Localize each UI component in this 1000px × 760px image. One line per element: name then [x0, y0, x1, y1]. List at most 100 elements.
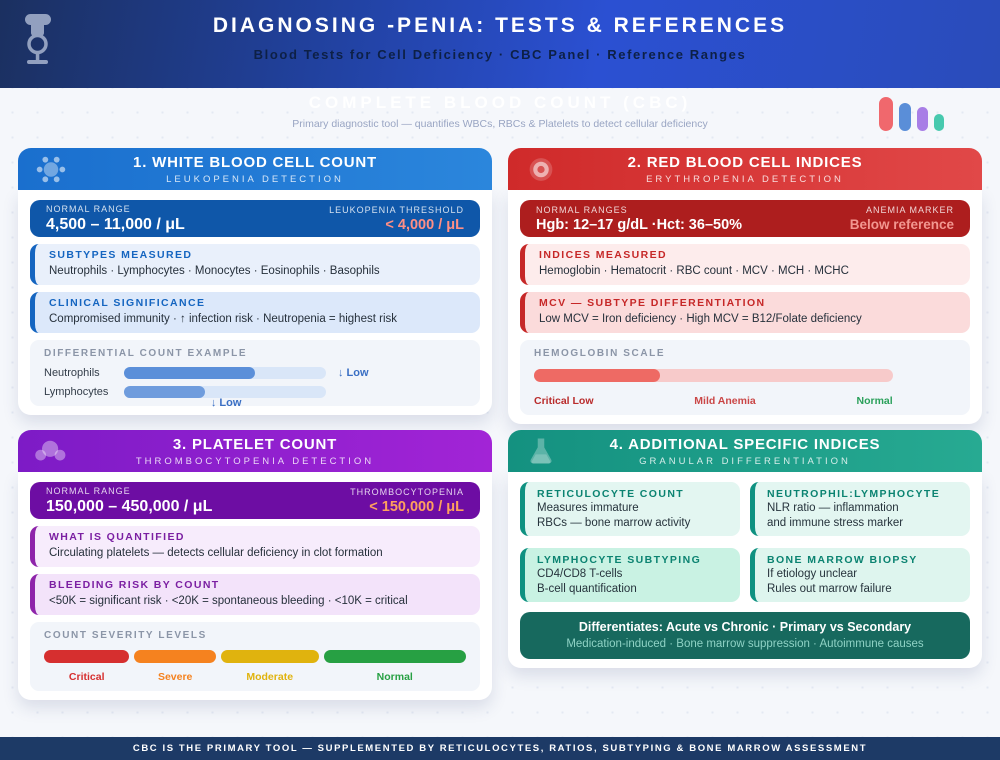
- normal-range: NORMAL RANGE 150,000 – 450,000 / μL: [46, 486, 212, 516]
- summary-line-2: Medication-induced · Bone marrow suppres…: [566, 638, 924, 650]
- range-label: NORMAL RANGE: [46, 203, 131, 214]
- segment-critical: [44, 650, 130, 663]
- info-box-nlr: NEUTROPHIL:LYMPHOCYTE NLR ratio — inflam…: [750, 482, 970, 536]
- card-rbc-header: 2. RED BLOOD CELL INDICES ERYTHROPENIA D…: [508, 148, 982, 190]
- segment-severe: [134, 650, 216, 663]
- card-platelets-header: 3. PLATELET COUNT THROMBOCYTOPENIA DETEC…: [18, 430, 492, 472]
- range-label: NORMAL RANGES: [536, 204, 628, 215]
- info-box-text: Circulating platelets — detects cellular…: [49, 547, 383, 559]
- info-box-bone-marrow: BONE MARROW BIOPSY If etiology unclear R…: [750, 548, 970, 602]
- intro-title: COMPLETE BLOOD COUNT (CBC): [308, 93, 692, 112]
- info-box-text: Measures immature: [537, 502, 639, 514]
- info-box-heading: MCV — SUBTYPE DIFFERENTIATION: [539, 297, 766, 309]
- info-box-text: Rules out marrow failure: [767, 582, 892, 595]
- range-label: NORMAL RANGE: [46, 485, 131, 496]
- page-title: DIAGNOSING -PENIA: TESTS & REFERENCES: [212, 14, 788, 37]
- card-subtitle: THROMBOCYTOPENIA DETECTION: [135, 455, 375, 467]
- severity-label: Critical: [68, 671, 105, 683]
- page-subtitle: Blood Tests for Cell Deficiency · CBC Pa…: [253, 47, 747, 62]
- info-box-heading: LYMPHOCYTE SUBTYPING: [537, 554, 702, 566]
- card-wbc-header: 1. WHITE BLOOD CELL COUNT LEUKOPENIA DET…: [18, 148, 492, 190]
- anemia-marker: ANEMIA MARKER Below reference: [850, 205, 954, 232]
- card-platelets-body: NORMAL RANGE 150,000 – 450,000 / μL THRO…: [18, 472, 492, 700]
- threshold-label: THROMBOCYTOPENIA: [350, 486, 464, 497]
- range-value: 150,000 – 450,000 / μL: [46, 497, 213, 515]
- scale-label-mild: Mild Anemia: [694, 395, 756, 407]
- info-box-text: Neutrophils · Lymphocytes · Monocytes · …: [49, 265, 380, 277]
- severity-label: Severe: [157, 671, 193, 683]
- low-indicator: ↓ Low: [210, 397, 242, 409]
- red-blood-cell-icon: [529, 158, 553, 181]
- chart-bar: [934, 114, 944, 131]
- segment-normal: [323, 650, 466, 663]
- card-subtitle: ERYTHROPENIA DETECTION: [646, 173, 844, 185]
- header-banner: DIAGNOSING -PENIA: TESTS & REFERENCES Bl…: [0, 0, 1000, 88]
- card-title: 1. WHITE BLOOD CELL COUNT: [133, 153, 377, 171]
- card-subtitle: GRANULAR DIFFERENTIATION: [639, 455, 851, 467]
- info-box-heading: BONE MARROW BIOPSY: [767, 554, 918, 566]
- info-box-heading: CLINICAL SIGNIFICANCE: [49, 297, 206, 309]
- info-box-clinical: CLINICAL SIGNIFICANCE Compromised immuni…: [30, 292, 480, 333]
- example-heading: HEMOGLOBIN SCALE: [534, 348, 666, 359]
- card-rbc-body: NORMAL RANGES Hgb: 12–17 g/dL ·Hct: 36–5…: [508, 190, 982, 424]
- info-box-heading: NEUTROPHIL:LYMPHOCYTE: [767, 488, 941, 500]
- count-severity-levels: COUNT SEVERITY LEVELS Critical Severe Mo…: [30, 622, 480, 691]
- range-value: Hgb: 12–17 g/dL ·Hct: 36–50%: [536, 216, 743, 233]
- info-box-bleeding-risk: BLEEDING RISK BY COUNT <50K = significan…: [30, 574, 480, 615]
- mini-bar-chart-icon: [879, 97, 944, 131]
- card-subtitle: LEUKOPENIA DETECTION: [166, 173, 344, 185]
- card-title: 4. ADDITIONAL SPECIFIC INDICES: [609, 435, 881, 453]
- severity-segments: [44, 650, 466, 663]
- info-box-text: B-cell quantification: [537, 582, 637, 595]
- card-additional-header: 4. ADDITIONAL SPECIFIC INDICES GRANULAR …: [508, 430, 982, 472]
- threshold-label: LEUKOPENIA THRESHOLD: [329, 204, 464, 215]
- indices-grid: RETICULOCYTE COUNT Measures immature RBC…: [520, 482, 970, 602]
- hemoglobin-scale: HEMOGLOBIN SCALE Critical Low Mild Anemi…: [520, 340, 970, 415]
- bar-fill: [124, 367, 256, 379]
- severity-labels: Critical Severe Moderate Normal: [44, 671, 466, 683]
- bar-row-lymphocytes: Lymphocytes ↓ Low: [44, 386, 466, 409]
- bar-track: ↓ Low: [124, 386, 326, 409]
- info-box-indices: INDICES MEASURED Hemoglobin · Hematocrit…: [520, 244, 970, 285]
- info-box-text: and immune stress marker: [767, 516, 904, 529]
- severity-label: Moderate: [246, 671, 294, 683]
- scale-fill: [534, 369, 660, 382]
- info-box-reticulocyte: RETICULOCYTE COUNT Measures immature RBC…: [520, 482, 740, 536]
- chart-bar: [899, 103, 911, 131]
- card-additional-indices: 4. ADDITIONAL SPECIFIC INDICES GRANULAR …: [508, 430, 982, 668]
- example-heading: DIFFERENTIAL COUNT EXAMPLE: [44, 348, 248, 359]
- info-box-heading: RETICULOCYTE COUNT: [537, 488, 685, 500]
- scale-label-critical: Critical Low: [534, 395, 594, 407]
- bar-label: Lymphocytes: [44, 386, 109, 398]
- severity-label: Normal: [376, 671, 413, 683]
- scale-track: [534, 369, 893, 382]
- card-title: 2. RED BLOOD CELL INDICES: [627, 153, 863, 171]
- threshold-value: < 4,000 / μL: [385, 216, 464, 233]
- bar-row-neutrophils: Neutrophils ↓ Low: [44, 367, 466, 379]
- summary-line-1: Differentiates: Acute vs Chronic · Prima…: [578, 620, 912, 634]
- low-indicator: ↓ Low: [338, 367, 369, 379]
- range-value: 4,500 – 11,000 / μL: [46, 215, 185, 233]
- info-box-text: RBCs — bone marrow activity: [537, 516, 691, 529]
- info-box-subtypes: SUBTYPES MEASURED Neutrophils · Lymphocy…: [30, 244, 480, 285]
- chart-bar: [917, 107, 928, 131]
- info-box-text: Hemoglobin · Hematocrit · RBC count · MC…: [539, 265, 849, 277]
- marker-value: Below reference: [849, 217, 954, 232]
- threshold-value: < 150,000 / μL: [369, 498, 464, 515]
- scale-label-normal: Normal: [856, 395, 893, 407]
- info-box-text: Compromised immunity · ↑ infection risk …: [49, 313, 397, 325]
- threshold: THROMBOCYTOPENIA < 150,000 / μL: [350, 487, 464, 515]
- info-box-mcv: MCV — SUBTYPE DIFFERENTIATION Low MCV = …: [520, 292, 970, 333]
- card-rbc: 2. RED BLOOD CELL INDICES ERYTHROPENIA D…: [508, 148, 982, 424]
- intro-section: COMPLETE BLOOD COUNT (CBC) Primary diagn…: [0, 88, 1000, 148]
- bar-label: Neutrophils: [44, 367, 100, 379]
- info-box-heading: SUBTYPES MEASURED: [49, 249, 193, 261]
- card-wbc: 1. WHITE BLOOD CELL COUNT LEUKOPENIA DET…: [18, 148, 492, 415]
- info-box-heading: BLEEDING RISK BY COUNT: [49, 579, 220, 591]
- bar-track: [124, 367, 326, 379]
- scale-labels: Critical Low Mild Anemia Normal: [534, 395, 893, 407]
- rbc-range-bar: NORMAL RANGES Hgb: 12–17 g/dL ·Hct: 36–5…: [520, 200, 970, 237]
- normal-range: NORMAL RANGE 4,500 – 11,000 / μL: [46, 204, 185, 234]
- info-box-lymphocyte-subtyping: LYMPHOCYTE SUBTYPING CD4/CD8 T-cells B-c…: [520, 548, 740, 602]
